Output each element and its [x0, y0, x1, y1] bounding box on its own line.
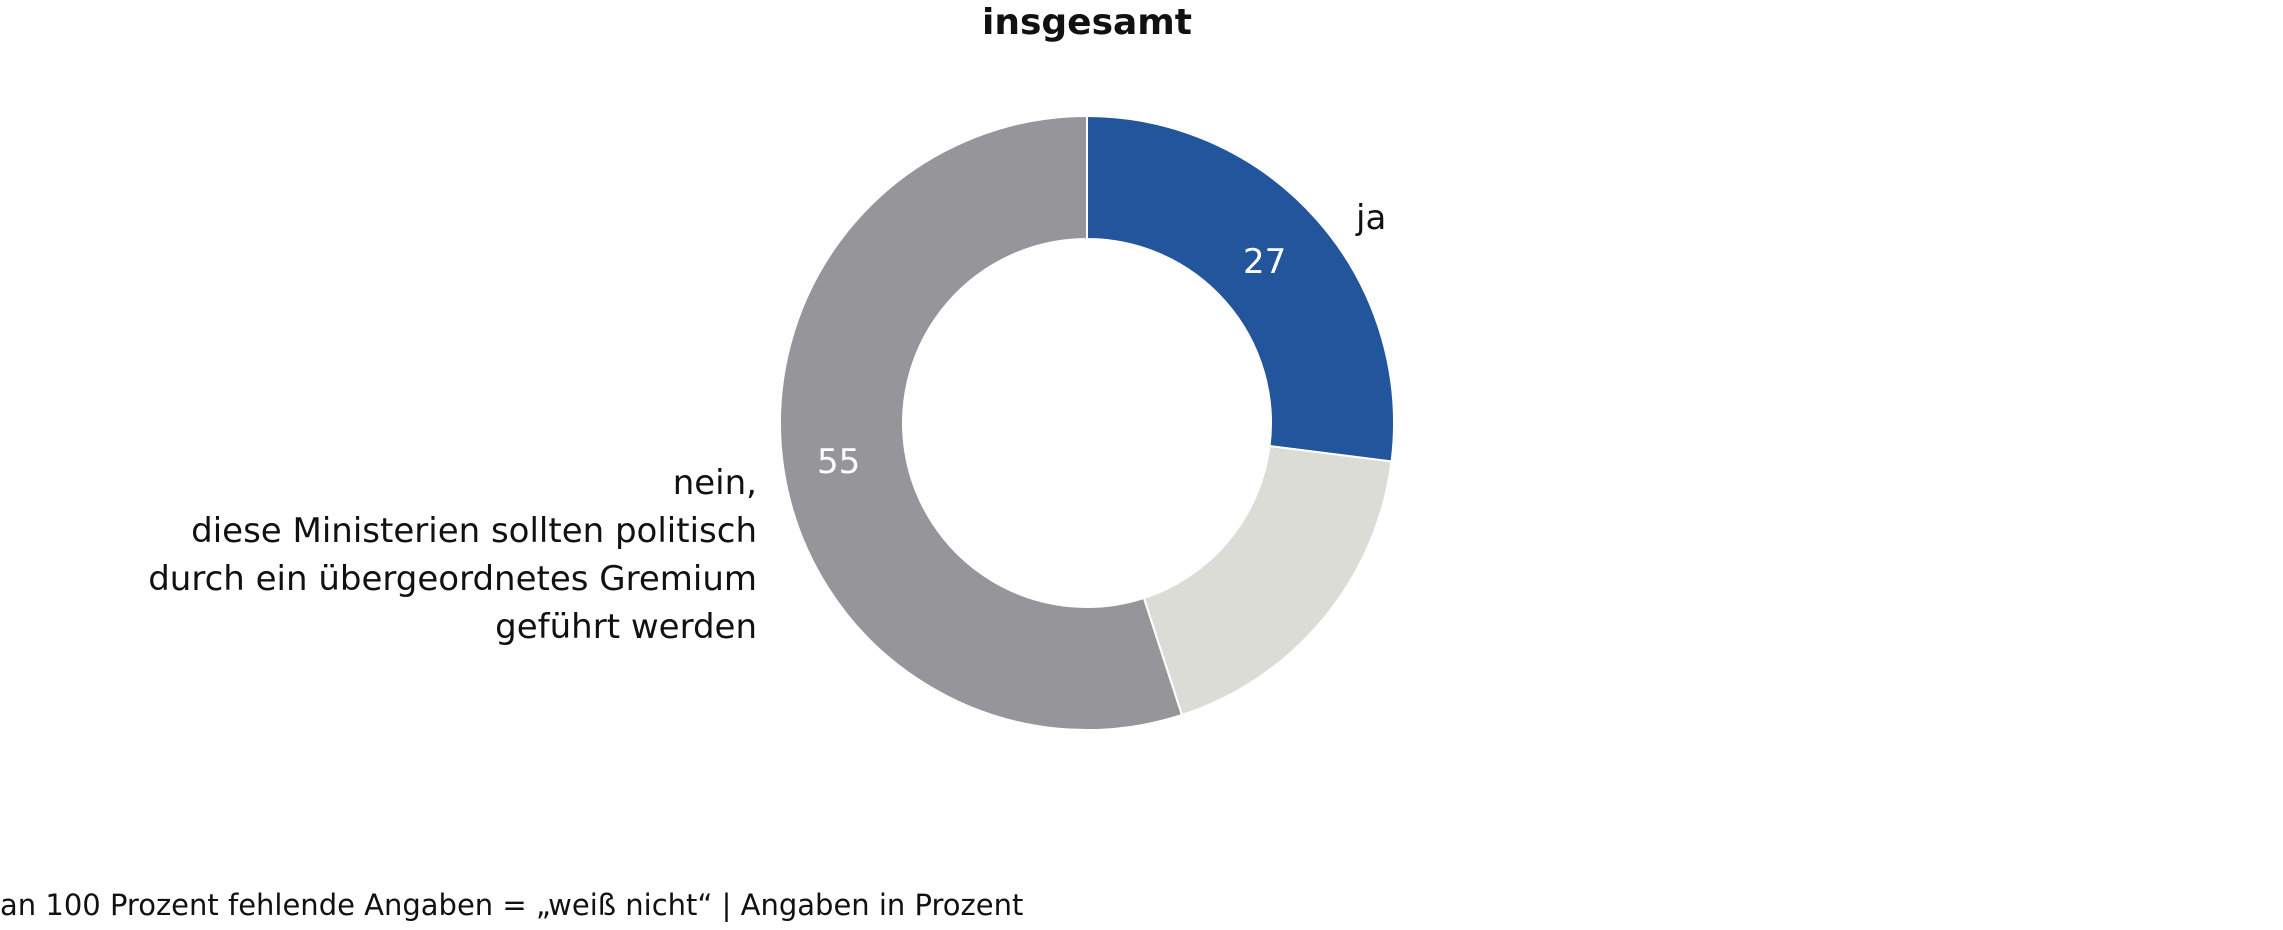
donut-slice-0	[1086, 114, 1395, 463]
nein-label-line: geführt werden	[495, 607, 757, 647]
nein-label-line: nein,	[672, 463, 757, 503]
slice-value-ja: 27	[1243, 242, 1287, 282]
nein-label-line: diese Ministerien sollten politisch	[191, 511, 757, 551]
slice-label-ja: ja	[1356, 198, 1387, 238]
slice-value-nein: 55	[817, 442, 861, 482]
footnote: an 100 Prozent fehlende Angaben = „weiß …	[0, 888, 1024, 922]
nein-label-line: durch ein übergeordnetes Gremium	[148, 559, 757, 599]
donut-slice-1	[1142, 444, 1393, 717]
chart-title: insgesamt	[981, 2, 1193, 43]
slice-label-nein: nein, diese Ministerien sollten politisc…	[148, 459, 757, 651]
donut-slice-2	[779, 114, 1184, 731]
